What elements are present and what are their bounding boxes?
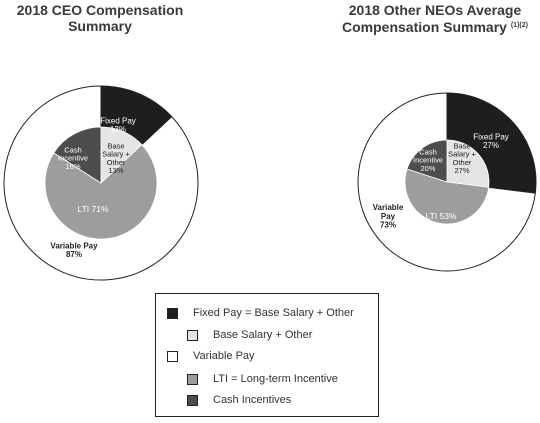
legend-label-lti: LTI = Long-term Incentive bbox=[213, 373, 338, 385]
neo-label-base-salary-other-line-2: Salary + bbox=[448, 150, 476, 159]
neo-inner-slice-base-salary-other bbox=[446, 139, 490, 188]
legend-label-variable-pay: Variable Pay bbox=[193, 350, 255, 362]
ceo-outer-slice-variable-pay bbox=[3, 85, 199, 281]
ceo-label-base-salary-other-line-4: 13% bbox=[108, 166, 123, 175]
neo-label-cash-incentive-line-1: Cash bbox=[419, 147, 437, 156]
ceo-label-base-salary-other-line-2: Salary + bbox=[102, 150, 130, 159]
legend-swatch-lti bbox=[187, 373, 198, 385]
legend-swatch-base-salary bbox=[187, 329, 198, 341]
neo-title-line-1: 2018 Other NEOs Average bbox=[348, 2, 522, 18]
neo-label-lti: LTI 53% bbox=[425, 211, 456, 221]
neo-label-variable-pay: Variable Pay 73% bbox=[373, 203, 404, 230]
ceo-inner-slice-lti bbox=[44, 144, 158, 240]
neo-label-variable-pay-line-2: Pay bbox=[381, 212, 396, 221]
neo-label-cash-incentive-line-3: 20% bbox=[420, 164, 435, 173]
neo-label-base-salary-other: Base Salary + Other 27% bbox=[448, 141, 476, 175]
neo-label-variable-pay-line-1: Variable bbox=[373, 203, 404, 212]
ceo-label-base-salary-other-line-1: Base bbox=[107, 141, 124, 150]
ceo-label-variable-pay-line-2: 87% bbox=[66, 250, 82, 259]
neo-label-base-salary-other-line-1: Base bbox=[453, 141, 470, 150]
chart-legend: Fixed Pay = Base Salary + Other Base Sal… bbox=[155, 293, 379, 417]
neo-label-fixed-pay-line-1: Fixed Pay bbox=[473, 132, 509, 141]
ceo-label-fixed-pay-line-2: 13% bbox=[110, 125, 126, 134]
legend-item-cash-incentives: Cash Incentives bbox=[187, 394, 291, 406]
legend-label-base-salary: Base Salary + Other bbox=[213, 329, 313, 341]
legend-item-base-salary: Base Salary + Other bbox=[187, 329, 312, 341]
ceo-inner-slice-cash-incentive bbox=[53, 126, 102, 184]
neo-inner-slice-cash-incentive bbox=[406, 139, 448, 183]
ceo-label-lti: LTI 71% bbox=[77, 204, 108, 214]
ceo-label-fixed-pay: Fixed Pay 13% bbox=[100, 116, 136, 134]
legend-item-lti: LTI = Long-term Incentive bbox=[187, 373, 338, 385]
legend-item-variable-pay: Variable Pay bbox=[167, 350, 255, 362]
legend-label-cash-incentives: Cash Incentives bbox=[213, 394, 292, 406]
neo-label-cash-incentive-line-2: Incentive bbox=[413, 156, 443, 165]
ceo-label-cash-incentive-line-1: Cash bbox=[64, 145, 82, 154]
ceo-label-base-salary-other: Base Salary + Other 13% bbox=[102, 141, 130, 175]
ceo-label-variable-pay-line-1: Variable Pay bbox=[50, 241, 98, 250]
neo-label-fixed-pay: Fixed Pay 27% bbox=[473, 132, 509, 150]
ceo-label-fixed-pay-line-1: Fixed Pay bbox=[100, 116, 136, 125]
legend-label-fixed-pay: Fixed Pay = Base Salary + Other bbox=[193, 307, 354, 319]
ceo-title-line-2: Summary bbox=[68, 18, 132, 34]
neo-label-fixed-pay-line-2: 27% bbox=[483, 141, 499, 150]
neo-title-line-2: Compensation Summary (1)(2) bbox=[330, 18, 540, 35]
ceo-chart-title: 2018 CEO Compensation Summary bbox=[0, 2, 200, 34]
ceo-label-base-salary-other-line-3: Other bbox=[107, 158, 126, 167]
neo-chart-title: 2018 Other NEOs Average Compensation Sum… bbox=[330, 2, 540, 35]
legend-item-fixed-pay: Fixed Pay = Base Salary + Other bbox=[167, 307, 354, 319]
ceo-label-lti-line-1: LTI 71% bbox=[77, 204, 108, 214]
legend-swatch-variable-pay bbox=[167, 350, 178, 362]
legend-swatch-cash-incentives bbox=[187, 394, 198, 406]
neo-title-footnote: (1)(2) bbox=[510, 22, 528, 29]
ceo-label-variable-pay: Variable Pay 87% bbox=[50, 241, 98, 259]
neo-title-line-2-text: Compensation Summary bbox=[342, 19, 507, 35]
ceo-label-cash-incentive-line-2: Incentive bbox=[58, 154, 88, 163]
neo-label-variable-pay-line-3: 73% bbox=[380, 221, 396, 230]
compensation-charts: Fixed Pay 13%Variable Pay 87%Base Salary + O… bbox=[3, 85, 537, 281]
neo-label-lti-line-1: LTI 53% bbox=[425, 211, 456, 221]
legend-swatch-fixed-pay bbox=[167, 307, 178, 319]
neo-label-cash-incentive: Cash Incentive 20% bbox=[413, 147, 443, 173]
neo-label-base-salary-other-line-3: Other bbox=[453, 158, 472, 167]
ceo-title-line-1: 2018 CEO Compensation bbox=[16, 2, 184, 18]
ceo-label-cash-incentive-line-3: 16% bbox=[65, 162, 80, 171]
neo-label-base-salary-other-line-4: 27% bbox=[454, 166, 469, 175]
neo-inner-slice-lti bbox=[404, 168, 490, 225]
ceo-label-cash-incentive: Cash Incentive 16% bbox=[58, 145, 88, 171]
